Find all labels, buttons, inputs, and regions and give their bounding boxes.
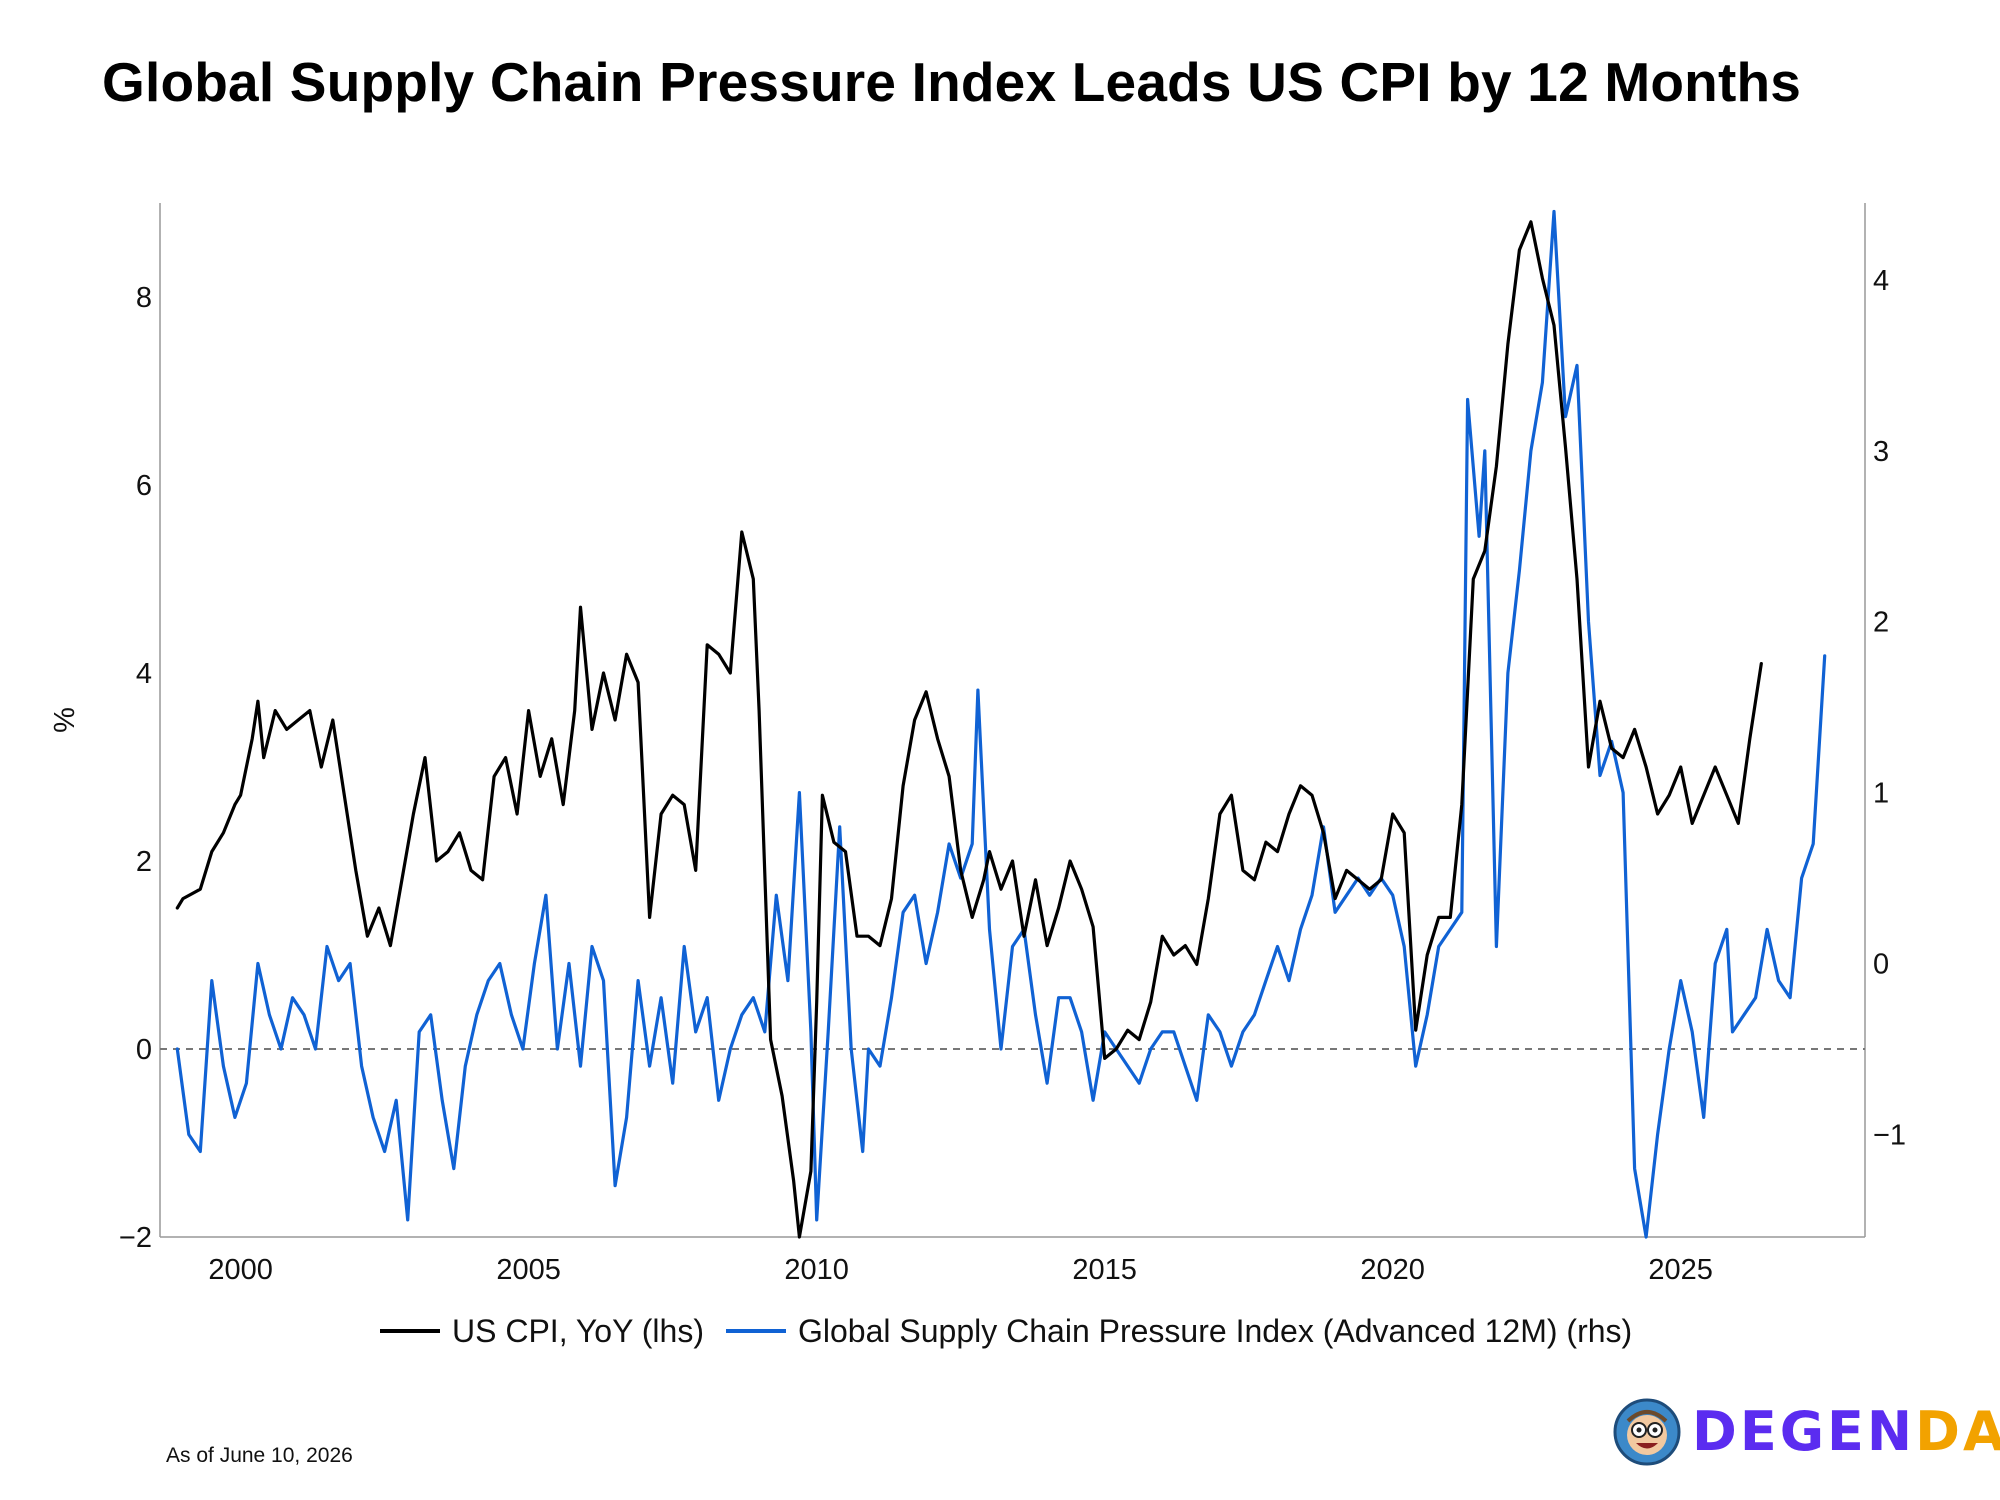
brand-wordmark-degen: DEGEN (1692, 1400, 1916, 1463)
y-tick-label-right: 0 (1873, 949, 1889, 981)
x-tick-label: 2005 (496, 1254, 561, 1286)
tick-labels: 2000 2005 2010 2015 2020 2025 −2 0 2 4 6 8 −1 0 1 2 3 4 (119, 265, 1906, 1286)
y-tick-label-right: 3 (1873, 436, 1889, 468)
y-tick-label-left: 2 (136, 846, 152, 878)
x-tick-label: 2010 (784, 1254, 849, 1286)
y-tick-label-right: 1 (1873, 778, 1889, 810)
y-axis-label-left: % (49, 707, 81, 733)
y-tick-label-right: 2 (1873, 607, 1889, 639)
x-tick-label: 2000 (208, 1254, 273, 1286)
series-line-gscpi (175, 209, 1827, 1239)
footnote: As of June 10, 2026 (166, 1444, 353, 1467)
brand-wordmark-dao: DAO! (1915, 1400, 2000, 1463)
x-tick-label: 2015 (1072, 1254, 1137, 1286)
series-line-us-cpi (175, 220, 1763, 1239)
x-tick-label: 2020 (1360, 1254, 1425, 1286)
brand-wordmark: DEGENDAO! (1692, 1400, 2000, 1464)
legend: US CPI, YoY (lhs) Global Supply Chain Pr… (380, 1313, 1632, 1349)
y-tick-label-left: 4 (136, 658, 152, 690)
legend-label-gscpi: Global Supply Chain Pressure Index (Adva… (798, 1313, 1632, 1349)
y-tick-label-left: 0 (136, 1034, 152, 1066)
y-tick-label-left: −2 (119, 1222, 152, 1254)
series-lines (175, 209, 1827, 1239)
chart-title: Global Supply Chain Pressure Index Leads… (102, 51, 1802, 113)
y-tick-label-left: 8 (136, 282, 152, 314)
x-tick-label: 2025 (1648, 1254, 1713, 1286)
legend-label-cpi: US CPI, YoY (lhs) (452, 1313, 704, 1349)
brand-logo[interactable]: DEGENDAO! (1608, 1392, 2000, 1472)
axes (159, 203, 1866, 1238)
y-tick-label-left: 6 (136, 470, 152, 502)
avatar-icon (1613, 1398, 1681, 1466)
y-tick-label-right: 4 (1873, 265, 1889, 297)
y-tick-label-right: −1 (1873, 1119, 1906, 1151)
